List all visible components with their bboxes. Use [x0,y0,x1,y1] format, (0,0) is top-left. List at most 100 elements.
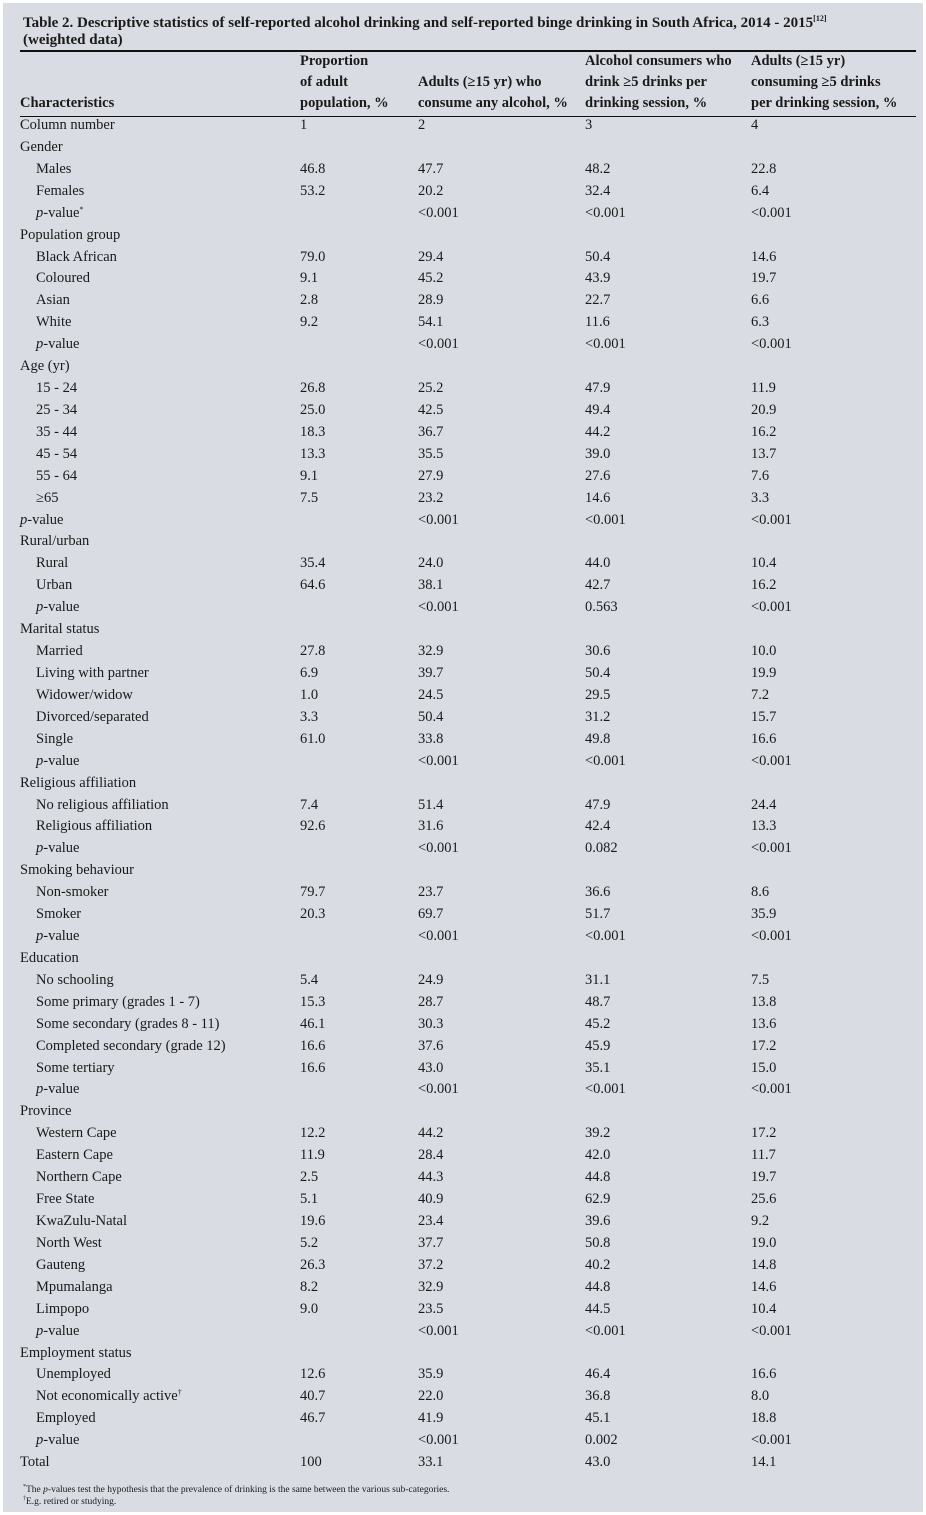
cell-col4: 7.6 [751,467,770,484]
cell-col4: <0.001 [751,928,792,945]
header-col3-line: drinking session, % [585,95,708,111]
row-label: Column number [20,117,115,133]
row-label: Rural/urban [20,533,90,550]
table-row: Asian 2.8 28.9 22.7 6.6 [3,289,923,311]
table-row: p-value* <0.001 <0.001 <0.001 [3,202,923,224]
table-row: Column number 1 2 3 4 [3,114,923,136]
table-row: 45 - 54 13.3 35.5 39.0 13.7 [3,443,923,465]
cell-col1: 3.3 [300,708,319,725]
row-label: No religious affiliation [36,796,169,813]
cell-col4: 11.9 [751,380,776,397]
cell-col3: 44.5 [585,1300,611,1317]
cell-col1: 40.7 [300,1388,326,1405]
cell-col3: 36.6 [585,884,611,901]
cell-col3: 50.4 [585,665,611,681]
cell-col1: 46.7 [300,1410,326,1427]
cell-col2: <0.001 [418,336,459,353]
row-label: Mpumalanga [36,1278,113,1295]
cell-col1: 79.7 [300,884,326,901]
cell-col3: 50.4 [585,248,611,265]
row-label: Urban [36,577,73,594]
cell-col2: 27.9 [418,467,444,484]
cell-col1: 9.0 [300,1300,319,1317]
row-label: Northern Cape [36,1169,122,1186]
cell-col2: <0.001 [418,511,459,528]
cell-col3: 32.4 [585,182,611,199]
cell-col4: 14.8 [751,1256,777,1273]
header-col4: Adults (≥15 yr) consuming ≥5 drinks per … [751,51,897,114]
cell-col4: 25.6 [751,1191,777,1208]
row-label: Widower/widow [36,686,133,703]
row-label: ≥65 [36,489,59,506]
table-row: Population group [3,224,923,246]
table-row: ≥65 7.5 23.2 14.6 3.3 [3,487,923,509]
cell-col3: 47.9 [585,380,611,397]
cell-col2: 28.9 [418,292,444,309]
cell-col2: <0.001 [418,1432,459,1449]
cell-col4: 16.6 [751,730,777,747]
cell-col4: 14.6 [751,248,777,265]
row-label: Religious affiliation [36,818,153,835]
table-row: Males 46.8 47.7 48.2 22.8 [3,158,923,180]
cell-col2: 44.2 [418,1125,444,1142]
table-row: Completed secondary (grade 12) 16.6 37.6 45… [3,1035,923,1057]
table-row: Religious affiliation 92.6 31.6 42.4 13.3 [3,815,923,837]
cell-col3: 30.6 [585,643,611,660]
cell-col2: 35.5 [418,445,444,462]
cell-col1: 7.5 [300,489,319,506]
header-col3: Alcohol consumers who drink ≥5 drinks pe… [585,51,732,114]
cell-col2: 23.7 [418,884,444,901]
cell-col2: 69.7 [418,906,444,923]
cell-col4: 13.8 [751,993,777,1010]
row-label: Non-smoker [36,884,109,901]
cell-col4: 10.0 [751,643,777,660]
cell-col4: 7.2 [751,686,770,703]
cell-col3: 29.5 [585,686,611,703]
table-row: Coloured 9.1 45.2 43.9 19.7 [3,267,923,289]
cell-col2: 20.2 [418,182,444,199]
table-row: Northern Cape 2.5 44.3 44.8 19.7 [3,1166,923,1188]
cell-col3: 3 [585,117,593,133]
cell-col4: 19.7 [751,270,777,287]
table-row: Religious affiliation [3,772,923,794]
cell-col1: 9.2 [300,314,319,331]
row-label: No schooling [36,971,114,988]
cell-col3: <0.001 [585,928,626,945]
cell-col4: <0.001 [751,752,792,769]
cell-col3: 43.9 [585,270,611,287]
cell-col3: 22.7 [585,292,611,309]
row-label: Religious affiliation [20,774,137,791]
top-rule [20,50,916,52]
footnote-2: †E.g. retired or studying. [23,1496,116,1508]
cell-col3: 42.0 [585,1147,611,1164]
footnote-text: E.g. retired or studying. [26,1497,117,1507]
cell-col3: 0.563 [585,599,618,616]
cell-col2: 40.9 [418,1191,444,1208]
cell-col4: <0.001 [751,1432,792,1449]
cell-col1: 46.1 [300,1015,326,1032]
row-label: Eastern Cape [36,1147,113,1164]
row-label: p-value [20,511,64,528]
table-row: Widower/widow 1.0 24.5 29.5 7.2 [3,684,923,706]
cell-col2: 54.1 [418,314,444,331]
row-label: Province [20,1103,72,1120]
footnote-1: *The p-values test the hypothesis that t… [23,1484,449,1496]
row-label: Population group [20,226,121,243]
header-col3-line: drink ≥5 drinks per [585,74,707,90]
table-row: Divorced/separated 3.3 50.4 31.2 15.7 [3,706,923,728]
row-label: Smoker [36,906,82,923]
cell-col1: 16.6 [300,1059,326,1076]
header-col4-line: per drinking session, % [751,95,898,111]
header-col1-line: population, % [300,95,389,111]
cell-col2: 47.7 [418,160,444,177]
row-label: Living with partner [36,665,149,681]
row-label: Unemployed [36,1366,111,1383]
cell-col4: 16.6 [751,1366,777,1383]
cell-col3: <0.001 [585,204,626,221]
cell-col2: 33.1 [418,1454,444,1471]
cell-col1: 12.6 [300,1366,326,1383]
cell-col3: <0.001 [585,1081,626,1098]
cell-col2: 24.9 [418,971,444,988]
cell-col1: 12.2 [300,1125,326,1142]
cell-col3: 43.0 [585,1454,611,1471]
